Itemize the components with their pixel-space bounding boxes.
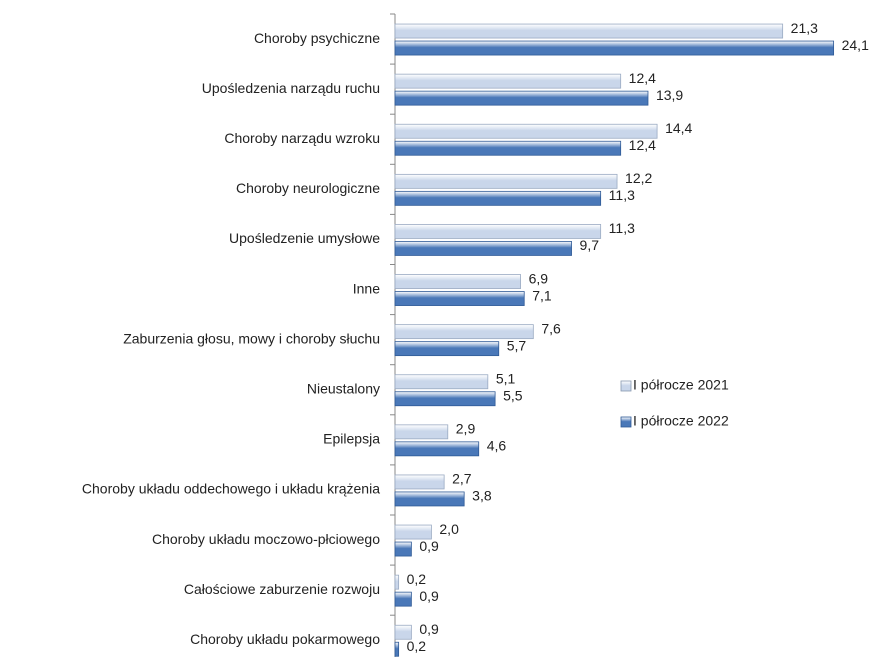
legend-label: I półrocze 2021 [633,377,729,393]
bar [394,23,784,39]
category-label: Choroby układu oddechowego i układu krąż… [82,481,380,497]
value-label: 2,0 [439,521,459,537]
category-label: Zaburzenia głosu, mowy i choroby słuchu [123,330,380,346]
category-label: Inne [353,280,380,296]
category-label: Choroby układu moczowo-płciowego [152,531,380,547]
value-label: 7,6 [541,320,561,336]
bar [394,241,572,256]
bar [394,474,445,490]
bar [394,140,622,156]
bar [394,324,534,340]
bar [394,224,602,239]
value-label: 12,4 [629,137,656,153]
legend-label: I półrocze 2022 [633,413,729,429]
category-label: Choroby narządu wzroku [224,130,380,146]
value-label: 5,5 [503,387,523,403]
bar [394,641,400,657]
bar [394,291,525,306]
category-label: Choroby neurologiczne [236,180,380,196]
bar [394,73,622,89]
value-label: 9,7 [580,237,600,253]
bar [394,341,500,357]
value-label: 2,7 [452,471,472,487]
category-label: Epilepsja [323,431,380,447]
value-label: 0,2 [407,638,427,654]
value-label: 4,6 [487,438,507,454]
value-label: 21,3 [791,20,818,36]
bar [394,90,649,106]
value-label: 5,7 [507,337,527,353]
category-label: Nieustalony [307,380,380,396]
value-label: 5,1 [496,370,516,386]
bar [394,624,412,640]
bar [394,173,618,189]
category-label: Upośledzenia narządu ruchu [202,80,380,96]
value-label: 0,9 [419,538,439,554]
value-label: 12,2 [625,170,652,186]
bar [394,441,480,457]
value-label: 7,1 [532,287,552,303]
bar [394,40,835,56]
bar [394,391,496,407]
bar [394,524,432,540]
value-label: 14,4 [665,120,692,136]
category-label: Upośledzenie umysłowe [229,230,380,246]
bar [394,424,449,440]
category-label: Całościowe zaburzenie rozwoju [184,581,380,597]
bar [394,190,602,206]
bar [394,374,489,390]
value-label: 11,3 [609,187,635,203]
value-label: 24,1 [842,37,869,53]
value-label: 12,4 [629,70,656,86]
value-label: 13,9 [656,87,683,103]
category-label: Choroby układu pokarmowego [190,631,380,647]
value-label: 6,9 [529,270,549,286]
value-label: 0,9 [419,621,439,637]
legend-swatch [620,416,632,428]
bar [394,491,465,507]
category-label: Choroby psychiczne [254,30,380,46]
value-label: 3,8 [472,488,492,504]
bar [394,591,412,607]
bar [394,541,412,557]
bar [394,123,658,139]
value-label: 2,9 [456,421,476,437]
bar [394,574,400,590]
legend-swatch [620,380,632,392]
value-label: 11,3 [609,220,635,236]
value-label: 0,2 [407,571,427,587]
bar [394,274,521,289]
value-label: 0,9 [419,588,439,604]
